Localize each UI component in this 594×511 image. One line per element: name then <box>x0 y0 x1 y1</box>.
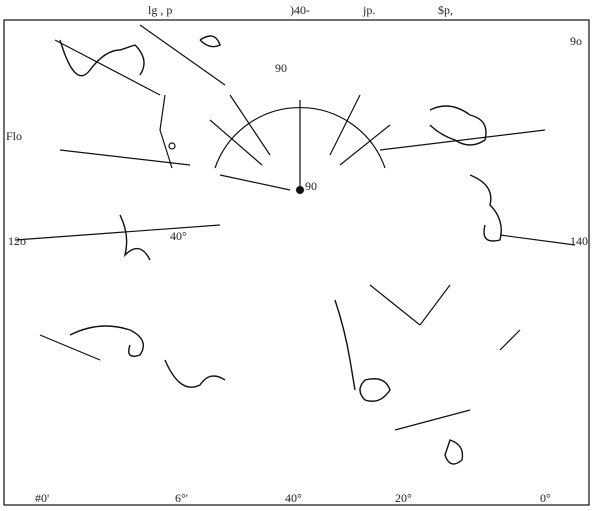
meridian <box>219 174 291 191</box>
meridian <box>329 94 361 156</box>
coastline <box>69 325 144 357</box>
meridian <box>499 234 576 246</box>
coastlines <box>59 35 502 465</box>
bottom-label: 6°' <box>175 491 188 505</box>
meridian <box>139 24 226 86</box>
pole-marker <box>296 186 304 194</box>
header-label: $p, <box>438 3 453 17</box>
bottom-label: 40° <box>285 491 302 505</box>
header: lg , p )40- jp. $p, <box>148 3 453 17</box>
meridian <box>499 329 521 351</box>
meridian <box>394 409 471 431</box>
graticule <box>14 24 576 431</box>
meridian <box>159 94 173 169</box>
meridian <box>14 224 221 241</box>
bottom-labels: #0' 6°' 40° 20° 0° <box>35 491 551 505</box>
meridian <box>379 129 546 151</box>
meridian <box>54 39 161 96</box>
coastline <box>334 299 356 391</box>
map-label: 90 <box>275 61 287 75</box>
coastline <box>444 439 464 465</box>
meridian <box>59 149 191 166</box>
coastline <box>59 39 145 77</box>
meridian <box>339 124 391 166</box>
header-label: lg , p <box>148 3 172 17</box>
bottom-label: #0' <box>35 491 49 505</box>
map-labels: 9o 90 Flo 90 12o 40° 140 <box>6 34 588 248</box>
meridian <box>39 334 101 361</box>
coastline <box>469 174 502 242</box>
map-frame <box>3 19 590 506</box>
header-label: )40- <box>290 3 310 17</box>
coastline <box>119 214 151 261</box>
coastline <box>164 359 226 388</box>
map-label: 140 <box>570 234 588 248</box>
meridian <box>369 284 421 326</box>
marker <box>168 142 176 150</box>
map-label: Flo <box>6 129 22 143</box>
header-label: jp. <box>362 3 375 17</box>
map-label: 9o <box>570 34 582 48</box>
coastline <box>359 378 391 402</box>
map-label: 12o <box>8 234 26 248</box>
bottom-label: 20° <box>395 491 412 505</box>
bottom-label: 0° <box>540 491 551 505</box>
meridian <box>419 284 451 326</box>
meridian <box>229 94 271 156</box>
meridian <box>209 119 263 166</box>
map-label: 40° <box>170 229 187 243</box>
coastline <box>429 105 487 146</box>
coastline <box>199 35 221 48</box>
map-label: 90 <box>305 179 317 193</box>
